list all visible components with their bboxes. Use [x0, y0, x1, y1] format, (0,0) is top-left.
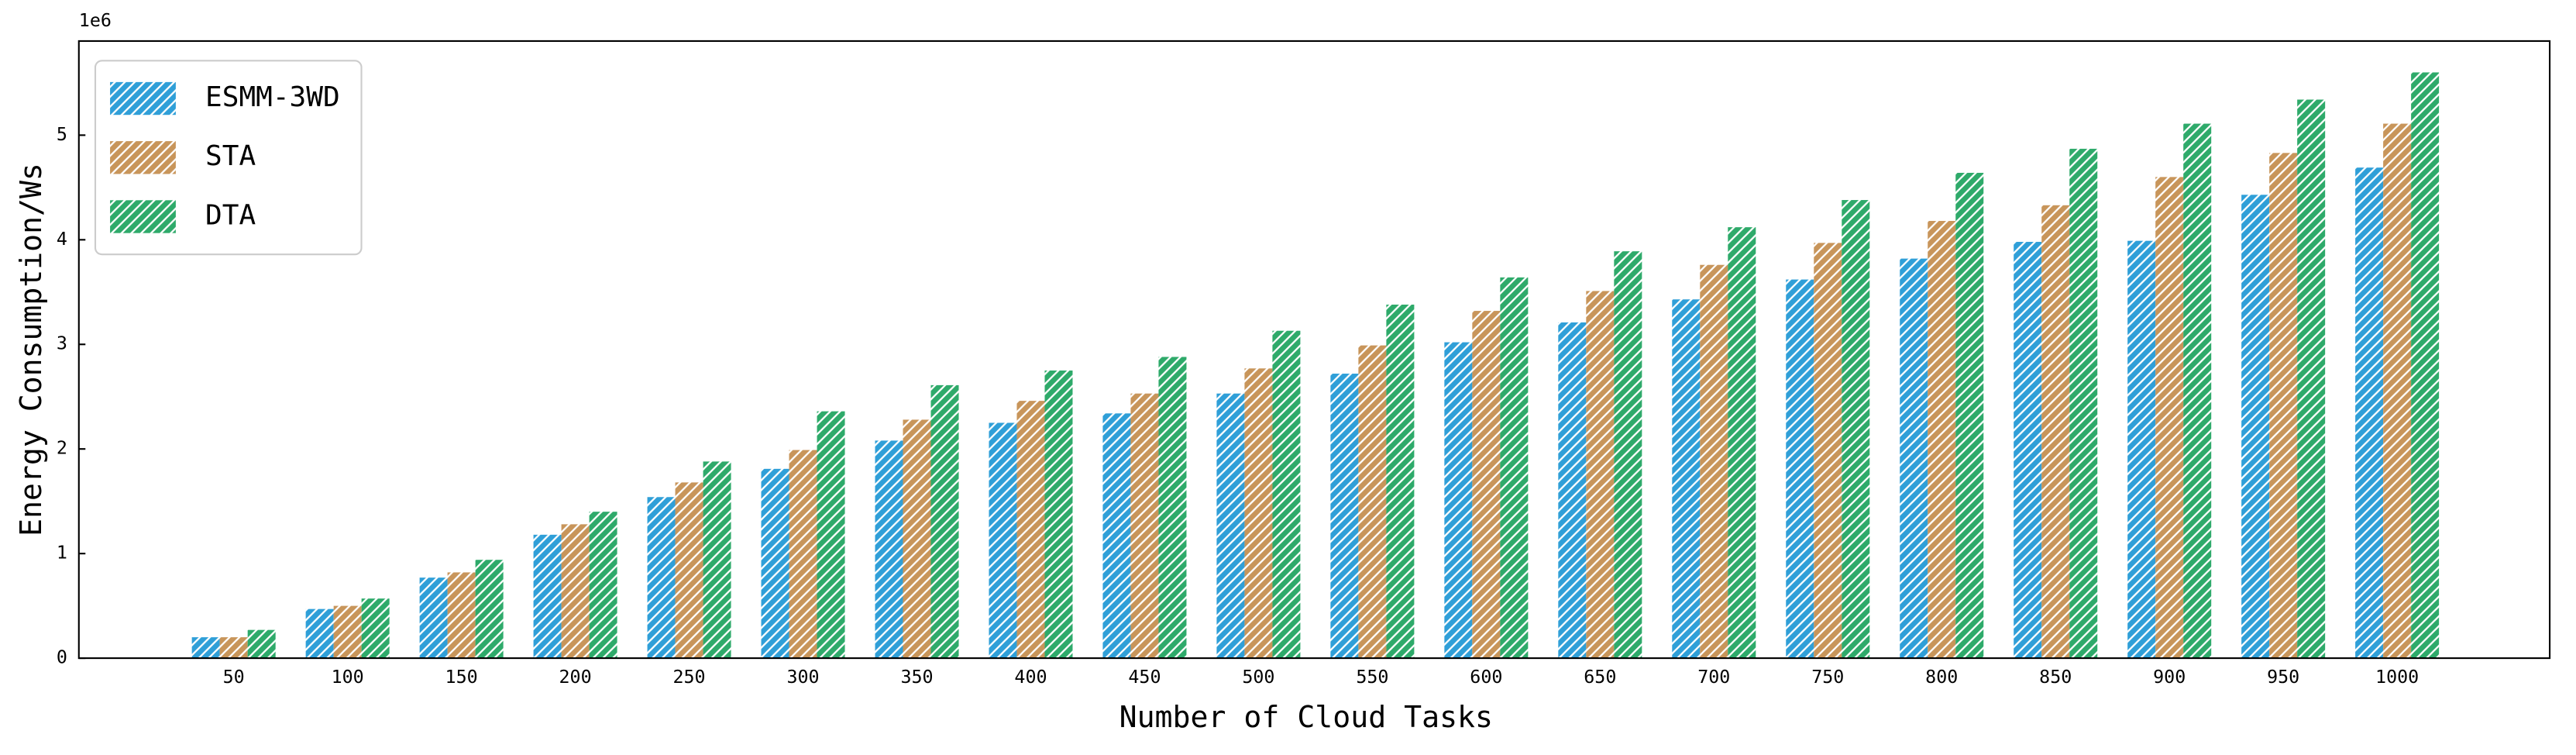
bar	[1330, 374, 1359, 659]
x-tick-label: 100	[332, 667, 364, 688]
x-tick-label: 250	[672, 667, 705, 688]
bar	[930, 384, 959, 659]
bar	[1672, 299, 1701, 659]
bar	[247, 629, 276, 659]
x-axis-label: Number of Cloud Tasks	[1119, 700, 1493, 734]
bar	[1558, 322, 1587, 659]
bar	[1044, 370, 1073, 659]
x-tick-label: 150	[445, 667, 478, 688]
bar	[989, 422, 1017, 659]
bar	[447, 572, 476, 659]
bar	[1158, 357, 1187, 659]
legend-label: ESMM-3WD	[205, 81, 340, 113]
bar	[817, 411, 845, 659]
legend-swatch	[110, 141, 176, 174]
legend-swatch	[110, 81, 176, 115]
bar	[475, 560, 504, 659]
bar	[1102, 413, 1131, 659]
bar	[191, 637, 220, 659]
bar	[2411, 72, 2440, 659]
bar	[2269, 153, 2298, 659]
bar	[1358, 345, 1387, 659]
x-tick-label: 1000	[2375, 667, 2419, 688]
plot-frame	[77, 40, 2551, 660]
bar	[789, 450, 817, 659]
bar	[419, 577, 448, 659]
y-tick-label: 0	[57, 647, 67, 668]
x-tick-label: 750	[1811, 667, 1844, 688]
x-tick-label: 850	[2039, 667, 2072, 688]
bar	[1472, 311, 1501, 659]
x-tick-label: 450	[1128, 667, 1161, 688]
bar	[2183, 123, 2212, 659]
bar	[1272, 330, 1301, 659]
bar	[875, 440, 903, 659]
bar	[305, 608, 334, 659]
legend-label: STA	[205, 140, 256, 172]
x-tick-label: 950	[2267, 667, 2299, 688]
bar	[1130, 393, 1159, 659]
bar	[1500, 277, 1529, 659]
bar	[333, 605, 362, 659]
y-tick-label: 2	[57, 438, 67, 459]
y-tick-label: 5	[57, 124, 67, 145]
bar	[1586, 291, 1615, 659]
bar	[2014, 242, 2042, 659]
x-tick-label: 550	[1356, 667, 1388, 688]
y-tick-label: 4	[57, 229, 67, 250]
bar	[1814, 243, 1842, 659]
bar	[1955, 172, 1984, 659]
bar	[2355, 167, 2384, 659]
x-tick-label: 200	[559, 667, 592, 688]
bar	[2241, 195, 2270, 659]
x-tick-label: 50	[223, 667, 245, 688]
bar	[1700, 264, 1728, 659]
y-tick-label: 1	[57, 543, 67, 564]
x-tick-label: 400	[1014, 667, 1047, 688]
bar	[533, 534, 562, 659]
x-tick-label: 600	[1470, 667, 1502, 688]
bar	[761, 468, 789, 659]
x-tick-label: 650	[1584, 667, 1616, 688]
x-tick-label: 900	[2153, 667, 2186, 688]
x-tick-label: 350	[900, 667, 933, 688]
bar	[561, 524, 590, 659]
bar	[1444, 342, 1473, 659]
bar	[219, 637, 248, 659]
legend-label: DTA	[205, 200, 256, 232]
bar	[1842, 200, 1870, 659]
x-tick-label: 700	[1697, 667, 1730, 688]
bar	[1786, 279, 1814, 659]
legend-swatch	[110, 200, 176, 233]
y-offset-label: 1e6	[79, 10, 112, 31]
x-tick-label: 500	[1242, 667, 1274, 688]
bar	[903, 419, 931, 659]
x-tick-label: 800	[1925, 667, 1958, 688]
bar	[1244, 368, 1273, 659]
bar	[2069, 148, 2098, 659]
bar	[675, 482, 703, 659]
bar	[2041, 205, 2070, 659]
bar	[2297, 99, 2326, 659]
bar	[2127, 240, 2156, 659]
bar	[1386, 304, 1415, 659]
bar	[1900, 258, 1928, 659]
bar	[647, 497, 676, 659]
y-tick-label: 3	[57, 333, 67, 354]
bar	[703, 461, 731, 659]
y-axis-label: Energy Consumption/Ws	[14, 163, 48, 536]
bar	[2383, 123, 2412, 659]
bar	[589, 512, 617, 659]
bar	[1614, 251, 1642, 659]
x-tick-label: 300	[786, 667, 819, 688]
bar	[1016, 401, 1045, 659]
bar	[1728, 227, 1756, 659]
bar	[361, 598, 390, 659]
bar	[1216, 393, 1245, 659]
bar	[2155, 177, 2184, 659]
bar	[1928, 221, 1956, 659]
